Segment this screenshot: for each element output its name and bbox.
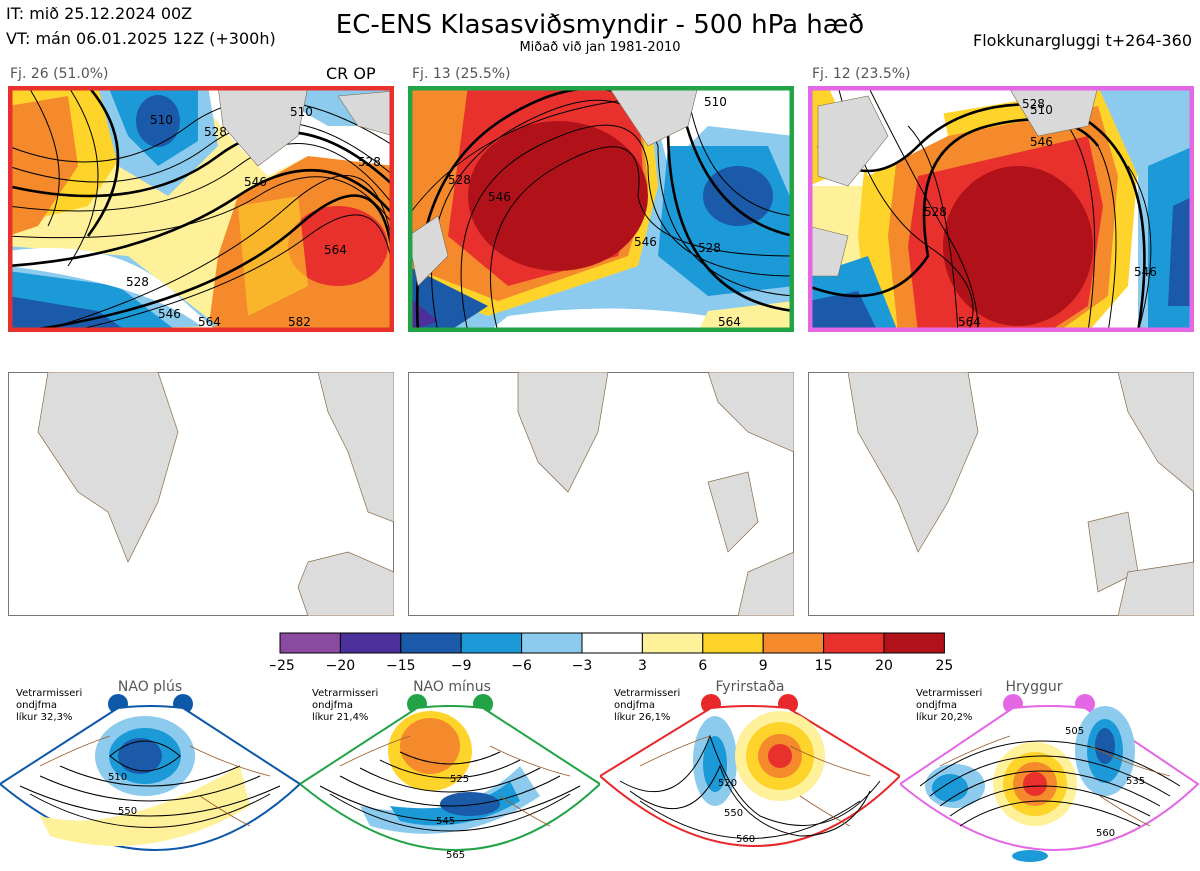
regime-3-title: Fyrirstaða xyxy=(716,679,785,695)
valid-time: VT: mán 06.01.2025 12Z (+300h) xyxy=(6,29,276,48)
regime-blocking-map: Vetrarmisseri ondjfma líkur 26,1% Fyrirs… xyxy=(600,679,900,847)
regime-3-note: ondjfma xyxy=(614,700,655,711)
colorbar-segment xyxy=(400,632,462,654)
page-title: EC-ENS Klasasviðsmyndir - 500 hPa hæð xyxy=(335,10,865,40)
regime-nao-plus-map: Vetrarmisseri ondjfma líkur 32,3% NAO pl… xyxy=(0,679,300,851)
colorbar-segment xyxy=(883,632,945,654)
colorbar-tick-label: 3 xyxy=(638,658,647,674)
cluster-1-contour-label: 528 xyxy=(204,125,227,139)
regime-2-probability: líkur 21,4% xyxy=(312,711,368,723)
regime-4-contour-label: 535 xyxy=(1126,776,1145,787)
colorbar-tick-label: 20 xyxy=(875,658,893,674)
cluster-3-contour-label: 546 xyxy=(1030,135,1053,149)
cluster-window-label: Flokkunargluggi t+264-360 xyxy=(973,31,1192,50)
colorbar-tick-label: −25 xyxy=(270,658,295,674)
regime-3-probability: líkur 26,1% xyxy=(614,711,670,723)
regime-1-contour-label: 510 xyxy=(108,772,127,783)
cluster-3-coastline-map xyxy=(808,372,1194,616)
regime-1-note: ondjfma xyxy=(16,700,57,711)
colorbar-segment xyxy=(339,632,402,654)
regime-4-probability: líkur 20,2% xyxy=(916,711,972,723)
colorbar-segment xyxy=(702,632,764,654)
cluster-1-contour-label: 546 xyxy=(244,175,267,189)
cluster-2-label: Fj. 13 (25.5%) xyxy=(412,66,511,82)
cluster-1-contour-label: 528 xyxy=(358,155,381,169)
regime-3-note: Vetrarmisseri xyxy=(614,688,680,699)
colorbar-segment xyxy=(641,632,704,654)
cluster-1-coastline-map xyxy=(8,372,394,616)
cluster-2-contour-label: 546 xyxy=(634,235,657,249)
colorbar-tick-label: −20 xyxy=(326,658,356,674)
colorbar-tick-label: −9 xyxy=(451,658,472,674)
cluster-2-map: 528 546 546 528 510 564 xyxy=(408,86,794,332)
cluster-1-contour-label: 564 xyxy=(198,315,221,329)
cluster-1-contour-label: 510 xyxy=(150,113,173,127)
cluster-1-label: Fj. 26 (51.0%) xyxy=(10,66,109,82)
regime-2-note: ondjfma xyxy=(312,700,353,711)
cluster-1-contour-label: 582 xyxy=(288,315,311,329)
colorbar-segment xyxy=(762,632,825,654)
cluster-1-tag: CR OP xyxy=(326,64,376,83)
regime-3-contour-label: 520 xyxy=(718,778,737,789)
regime-4-title: Hryggur xyxy=(1006,679,1063,695)
cluster-1-contour-label: 510 xyxy=(290,105,313,119)
regime-4-contour-label: 560 xyxy=(1096,828,1115,839)
cluster-3-contour-label: 510 xyxy=(1030,103,1053,117)
regime-nao-minus-map: Vetrarmisseri ondjfma líkur 21,4% NAO mí… xyxy=(300,679,600,861)
cluster-2-contour-label: 528 xyxy=(448,173,471,187)
cluster-2-contour-label: 510 xyxy=(704,95,727,109)
cluster-3-contour-label: 528 xyxy=(1022,97,1045,111)
colorbar-tick-label: −3 xyxy=(572,658,593,674)
cluster-1-contour-label: 528 xyxy=(126,275,149,289)
regime-3-contour-label: 550 xyxy=(724,808,743,819)
cluster-3-contour-label: 546 xyxy=(1134,265,1157,279)
regime-4-contour-label: 505 xyxy=(1065,726,1084,737)
cluster-1-map: 510 528 546 564 528 546 564 510 528 582 xyxy=(8,86,394,332)
cluster-3-contour-label: 528 xyxy=(924,205,947,219)
cluster-3-map: 510 528 546 528 564 546 xyxy=(808,86,1194,332)
colorbar-segment xyxy=(279,632,341,654)
colorbar-segment xyxy=(521,632,583,654)
regime-4-note: ondjfma xyxy=(916,700,957,711)
colorbar: −25 −20 −15 −9 −6 −3 3 6 9 15 20 25 xyxy=(270,632,953,674)
cluster-2-contour-label: 546 xyxy=(488,190,511,204)
colorbar-tick-label: 25 xyxy=(935,658,953,674)
cluster-2-contour-label: 564 xyxy=(718,315,741,329)
init-time: IT: mið 25.12.2024 00Z xyxy=(6,4,193,23)
regime-3-contour-label: 560 xyxy=(736,834,755,845)
cluster-1-contour-label: 564 xyxy=(324,243,347,257)
cluster-1-contour-label: 546 xyxy=(158,307,181,321)
cluster-2-coastline-map xyxy=(408,372,794,616)
colorbar-segment xyxy=(460,632,523,654)
regime-1-probability: líkur 32,3% xyxy=(16,711,72,723)
regime-ridge-map: Vetrarmisseri ondjfma líkur 20,2% Hryggu… xyxy=(900,679,1200,862)
cluster-3-contour-label: 564 xyxy=(958,315,981,329)
regime-2-contour-label: 525 xyxy=(450,774,469,785)
cluster-2-contour-label: 528 xyxy=(698,241,721,255)
colorbar-segment xyxy=(823,632,885,654)
regime-2-contour-label: 565 xyxy=(446,850,465,861)
regime-1-note: Vetrarmisseri xyxy=(16,688,82,699)
colorbar-segment xyxy=(581,632,643,654)
colorbar-tick-label: 15 xyxy=(815,658,833,674)
regime-4-note: Vetrarmisseri xyxy=(916,688,982,699)
colorbar-tick-label: −6 xyxy=(511,658,532,674)
page-subtitle: Miðað við jan 1981-2010 xyxy=(519,40,681,55)
regime-2-contour-label: 545 xyxy=(436,816,455,827)
colorbar-tick-label: 6 xyxy=(698,658,707,674)
regime-1-contour-label: 550 xyxy=(118,806,137,817)
regime-2-title: NAO mínus xyxy=(413,679,491,695)
regime-2-note: Vetrarmisseri xyxy=(312,688,378,699)
colorbar-tick-label: 9 xyxy=(759,658,768,674)
regime-1-title: NAO plús xyxy=(118,679,182,695)
cluster-3-label: Fj. 12 (23.5%) xyxy=(812,66,911,82)
colorbar-tick-label: −15 xyxy=(386,658,416,674)
